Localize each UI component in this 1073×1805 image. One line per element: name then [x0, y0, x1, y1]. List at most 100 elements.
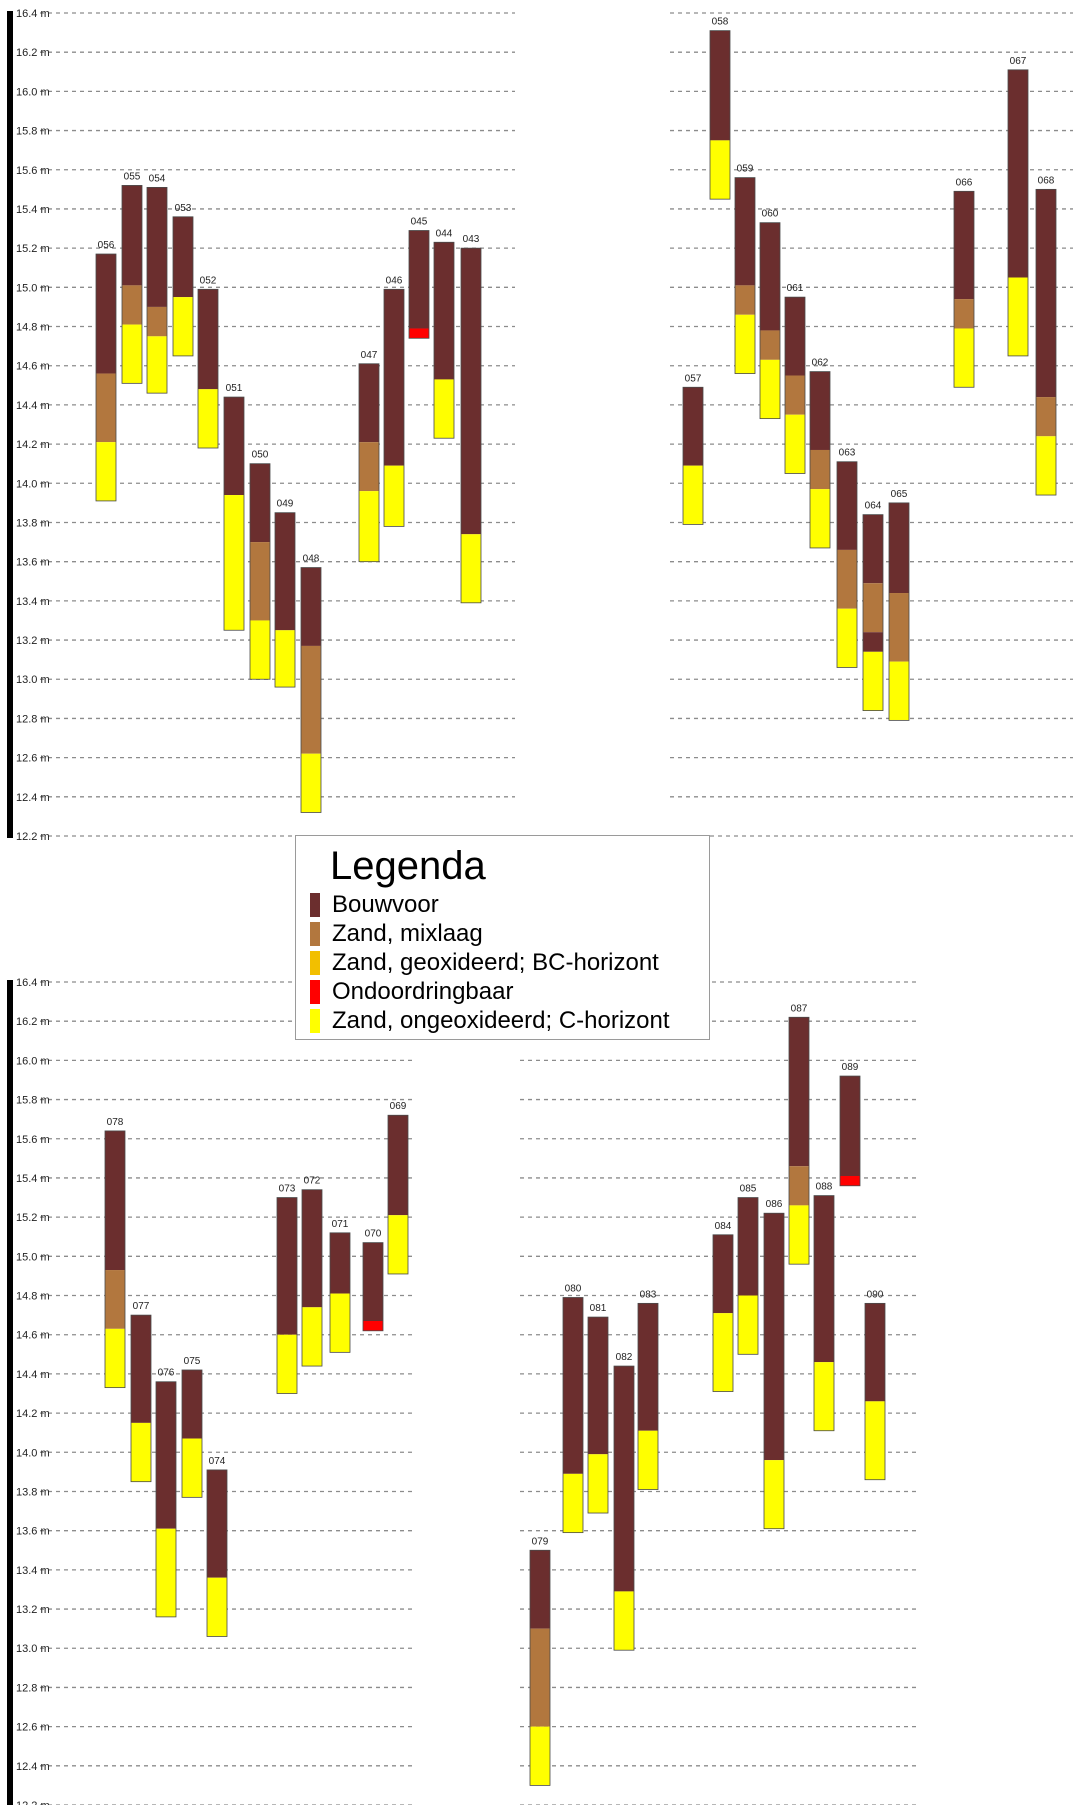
bar-label: 043 [463, 234, 480, 245]
bar-label: 077 [133, 1301, 150, 1312]
bar-label: 081 [590, 1303, 607, 1314]
legend-swatch-ondoordringbaar [310, 980, 320, 1004]
y-tick-label: 12.8 m [16, 1682, 50, 1694]
legend-label-ondoordringbaar: Ondoordringbaar [332, 978, 514, 1005]
bar-layer-bouwvoor [863, 514, 883, 584]
y-tick-label: 16.0 m [16, 1055, 50, 1067]
bar-layer-c [122, 324, 142, 384]
y-tick-label: 16.2 m [16, 47, 50, 59]
bar-layer-bouwvoor [359, 363, 379, 443]
bar-layer-bouwvoor [785, 297, 805, 376]
bar-outline [172, 216, 194, 357]
y-tick-label: 16.4 m [16, 977, 50, 989]
bar-outline [300, 567, 322, 813]
bar-label: 083 [640, 1289, 657, 1300]
bar-outline [809, 371, 831, 549]
bar-label: 045 [411, 217, 428, 228]
bar-label: 065 [891, 489, 908, 500]
bar-layer-c [954, 328, 974, 388]
bar-layer-bouwvoor [863, 632, 883, 652]
bar-outline [383, 288, 405, 527]
bar-label: 064 [865, 501, 882, 512]
bar-label: 080 [565, 1283, 582, 1294]
bar-layer-bouwvoor [409, 230, 429, 329]
bar-layer-c [250, 620, 270, 680]
bar-layer-c [156, 1528, 176, 1617]
bar-layer-impen [409, 328, 429, 339]
bar-layer-bouwvoor [173, 216, 193, 298]
bar-outline [888, 502, 910, 721]
y-tick-label: 14.4 m [16, 400, 50, 412]
bar-layer-c [638, 1430, 658, 1490]
bar-outline [784, 296, 806, 474]
bar-layer-bouwvoor [122, 185, 142, 286]
bar-layer-c [359, 491, 379, 562]
bar-layer-c [173, 297, 193, 356]
y-tick-label: 13.2 m [16, 1604, 50, 1616]
bar-outline [276, 1197, 298, 1394]
bar-outline [862, 514, 884, 711]
bar-label: 049 [277, 499, 294, 510]
y-tick-label: 15.2 m [16, 243, 50, 255]
bar-outline [788, 1016, 810, 1265]
bar-label: 054 [149, 173, 166, 184]
bar-layer-c [105, 1328, 125, 1388]
bar-layer-bouwvoor [461, 248, 481, 535]
y-tick-label: 13.6 m [16, 1526, 50, 1538]
y-tick-label: 13.4 m [16, 596, 50, 608]
bar-layer-bouwvoor [738, 1197, 758, 1296]
bar-outline [864, 1302, 886, 1481]
y-tick-label: 15.6 m [16, 1134, 50, 1146]
bar-label: 062 [812, 358, 829, 369]
bar-layer-bouwvoor [837, 461, 857, 550]
bar-layer-bouwvoor [683, 387, 703, 466]
bar-outline [197, 288, 219, 449]
bar-outline [362, 1242, 384, 1332]
bar-outline [682, 386, 704, 525]
legend-box: Legenda Bouwvoor Zand, mixlaag Zand, geo… [295, 835, 710, 1040]
bar-layer-bouwvoor [865, 1303, 885, 1402]
bar-label: 063 [839, 448, 856, 459]
bar-outline [95, 253, 117, 502]
y-tick-label: 12.6 m [16, 753, 50, 765]
y-tick-label: 15.8 m [16, 1095, 50, 1107]
bar-layer-c [384, 465, 404, 527]
y-tick-label: 12.2 m [16, 1800, 50, 1805]
bar-outline [146, 186, 168, 394]
bar-layer-bouwvoor [363, 1242, 383, 1321]
bar-layer-bouwvoor [760, 222, 780, 331]
bar-label: 061 [787, 283, 804, 294]
bar-label: 088 [816, 1182, 833, 1193]
bar-layer-bouwvoor [147, 187, 167, 307]
bar-outline [155, 1381, 177, 1618]
bar-layer-bouwvoor [277, 1197, 297, 1335]
bar-outline [529, 1549, 551, 1786]
bar-outline [737, 1197, 759, 1355]
bar-label: 070 [365, 1229, 382, 1240]
bar-layer-mix [837, 549, 857, 609]
bar-outline [387, 1114, 409, 1275]
y-tick-label: 12.6 m [16, 1722, 50, 1734]
bar-layer-c [837, 608, 857, 668]
legend-label-mixlaag: Zand, mixlaag [332, 920, 483, 947]
y-tick-label: 12.8 m [16, 713, 50, 725]
bar-label: 086 [766, 1199, 783, 1210]
bar-outline [1035, 188, 1057, 496]
bar-layer-c [760, 359, 780, 419]
bar-label: 053 [175, 203, 192, 214]
bar-outline [953, 190, 975, 388]
bar-layer-c [1008, 277, 1028, 356]
bar-outline [408, 230, 430, 339]
bar-layer-c [814, 1362, 834, 1431]
bar-layer-bouwvoor [638, 1303, 658, 1431]
bar-layer-bouwvoor [840, 1076, 860, 1176]
bar-label: 044 [436, 228, 453, 239]
bar-layer-bouwvoor [224, 397, 244, 496]
bar-layer-c [207, 1577, 227, 1637]
y-tick-label: 12.4 m [16, 792, 50, 804]
bar-layer-bouwvoor [434, 242, 454, 380]
bar-outline [433, 241, 455, 439]
bar-label: 052 [200, 275, 217, 286]
y-tick-label: 13.8 m [16, 517, 50, 529]
